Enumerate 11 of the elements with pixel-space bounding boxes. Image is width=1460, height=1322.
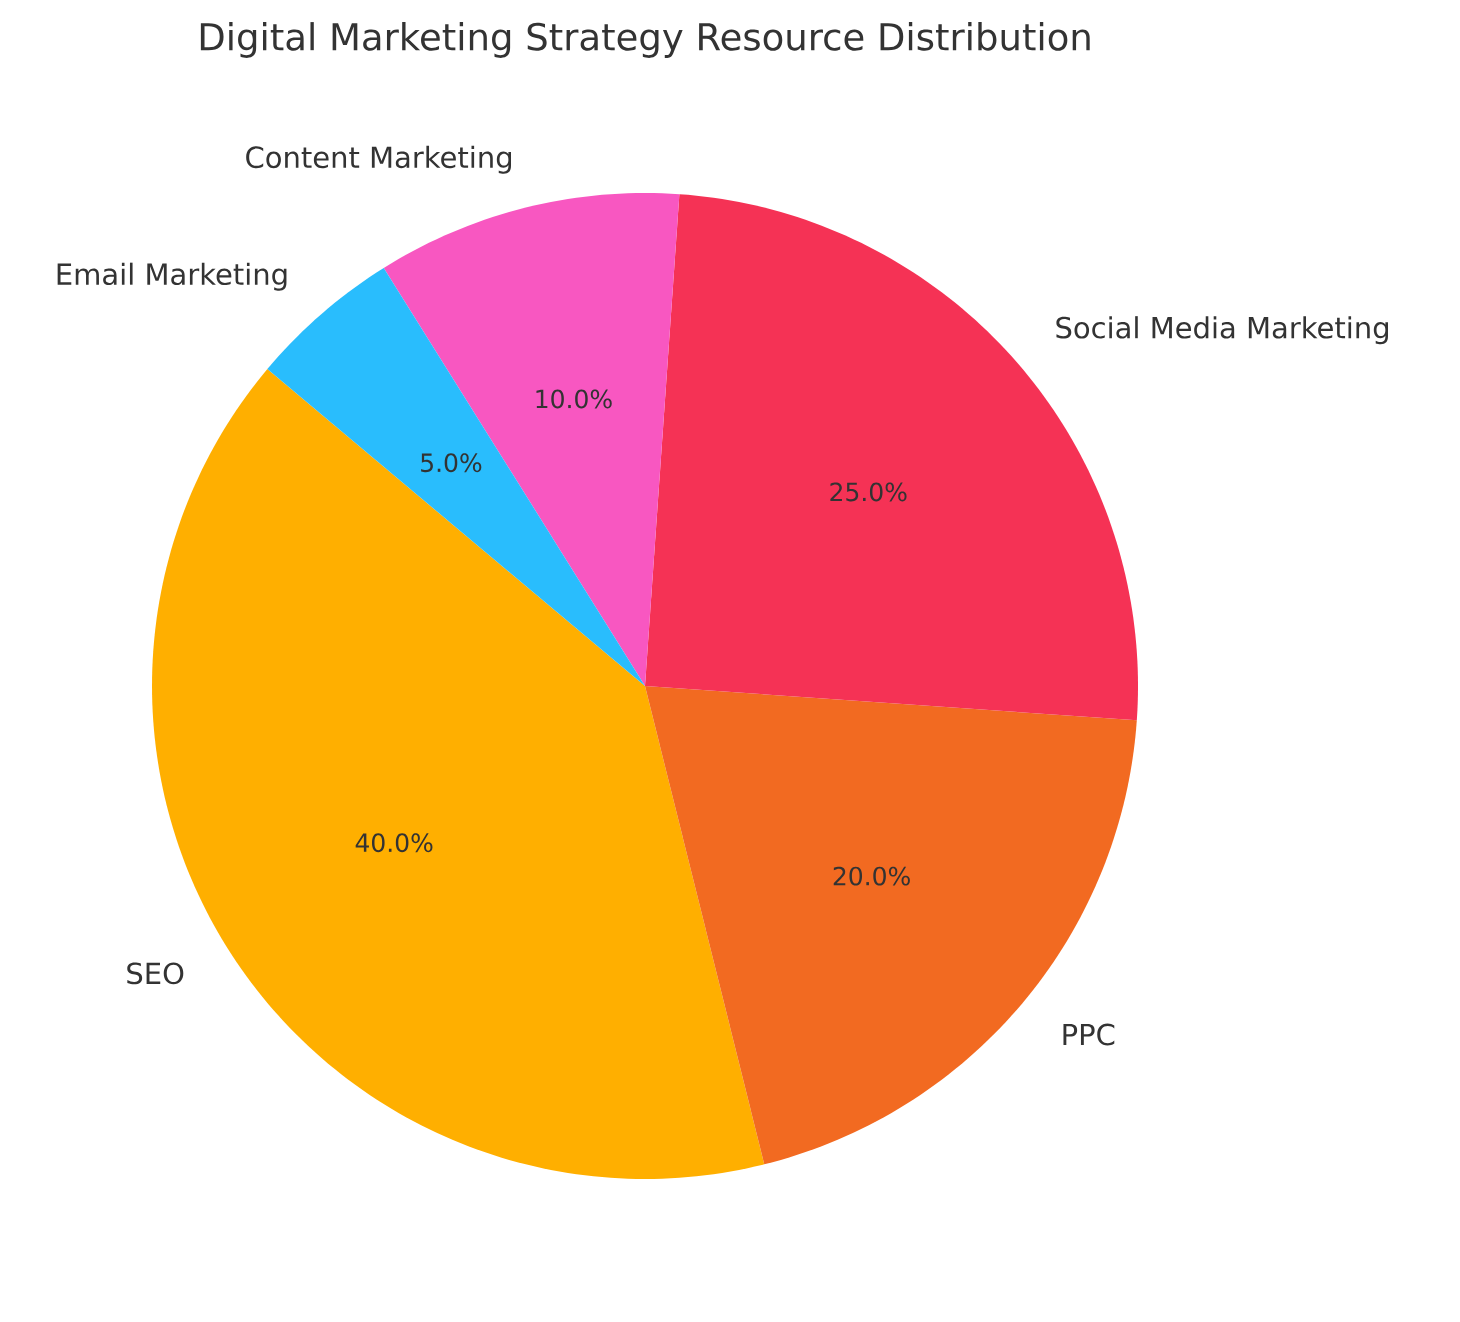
slice-label: SEO (127, 962, 184, 985)
data-label: 20.0% (833, 866, 910, 886)
data-label: 25.0% (830, 482, 907, 502)
data-label: 40.0% (355, 833, 433, 853)
slice-label: Email Marketing (57, 262, 287, 291)
slice-label: PPC (1063, 1023, 1115, 1046)
data-label: 10.0% (536, 389, 612, 409)
data-label: 5.0% (421, 453, 482, 473)
slice-label: Social Media Marketing (1056, 316, 1388, 345)
chart-title: Digital Marketing Strategy Resource Distribution (200, 22, 1090, 58)
slice-label: Content Marketing (246, 145, 512, 174)
